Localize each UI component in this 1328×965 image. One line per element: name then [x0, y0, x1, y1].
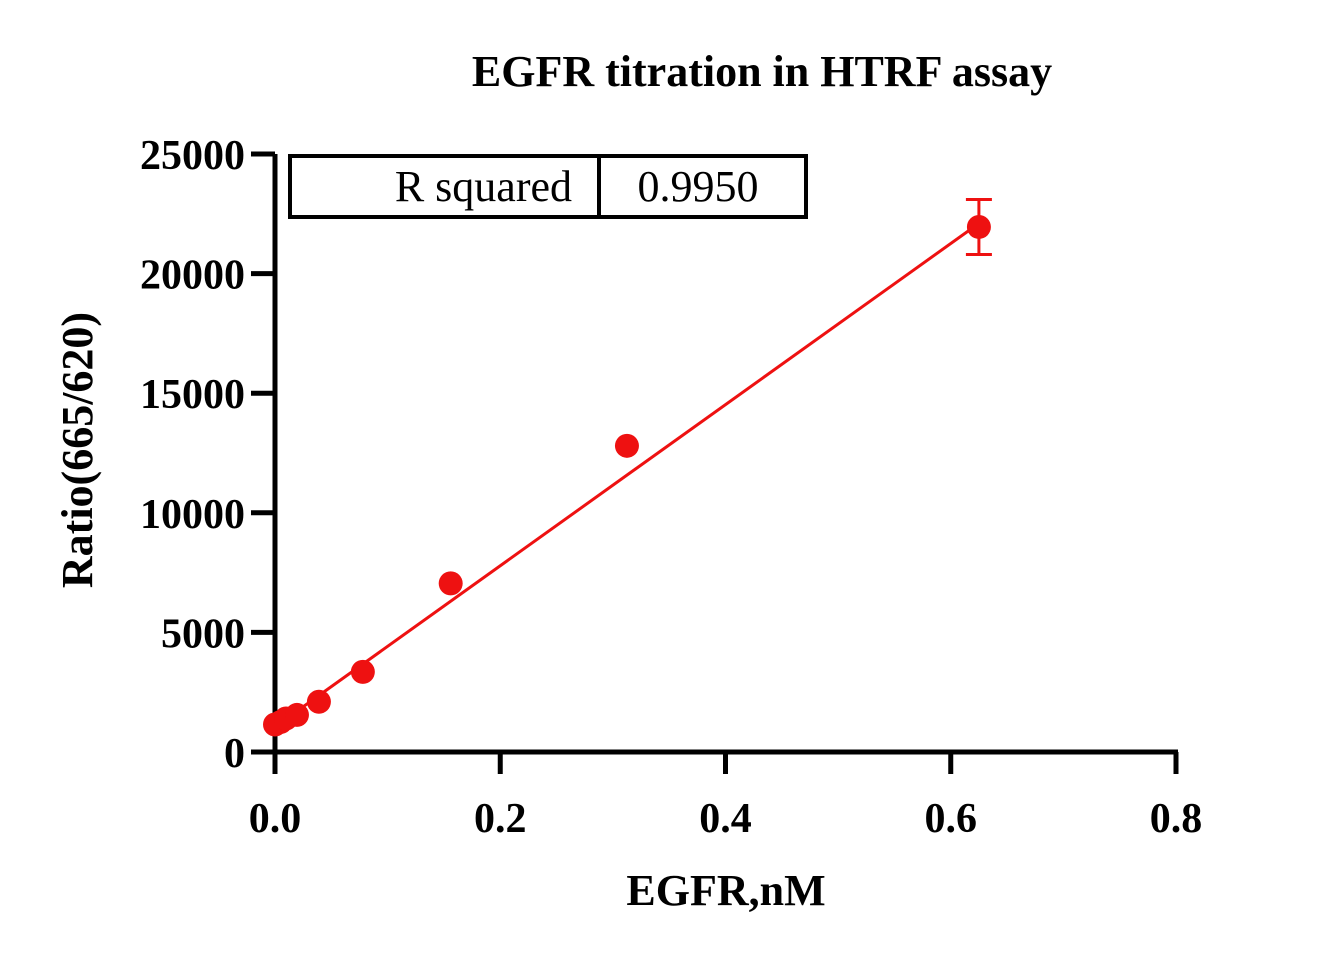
x-tick-label: 0.0	[249, 796, 302, 842]
x-tick-label: 0.4	[699, 796, 752, 842]
x-tick-label: 0.6	[925, 796, 978, 842]
y-tick-label: 15000	[140, 372, 245, 418]
data-point	[284, 702, 309, 727]
data-point	[350, 659, 375, 684]
r-squared-table: R squared 0.9950	[288, 154, 808, 219]
data-point	[438, 571, 463, 596]
data-point	[966, 214, 991, 239]
r-squared-value: 0.9950	[638, 162, 759, 211]
x-tick-label: 0.2	[474, 796, 527, 842]
chart-title: EGFR titration in HTRF assay	[472, 47, 1052, 96]
x-tick-label: 0.8	[1150, 796, 1203, 842]
fit-line	[274, 222, 980, 729]
x-axis-ticks: 0.0 0.2 0.4 0.6 0.8	[249, 752, 1203, 842]
y-tick-label: 25000	[140, 133, 245, 179]
data-point	[614, 433, 639, 458]
data-points	[263, 197, 992, 737]
y-tick-label: 5000	[161, 611, 245, 657]
r-squared-table-border	[288, 154, 808, 219]
x-axis-label: EGFR,nM	[626, 866, 825, 915]
y-tick-label: 10000	[140, 492, 245, 538]
y-axis-label: Ratio(665/620)	[53, 312, 102, 588]
y-axis-ticks: 0 5000 10000 15000 20000 25000	[140, 133, 275, 777]
data-point	[306, 689, 331, 714]
r-squared-label: R squared	[395, 162, 572, 211]
fit-line-group	[274, 222, 980, 729]
y-tick-label: 20000	[140, 253, 245, 299]
axes	[272, 154, 1178, 755]
y-tick-label: 0	[224, 731, 245, 777]
